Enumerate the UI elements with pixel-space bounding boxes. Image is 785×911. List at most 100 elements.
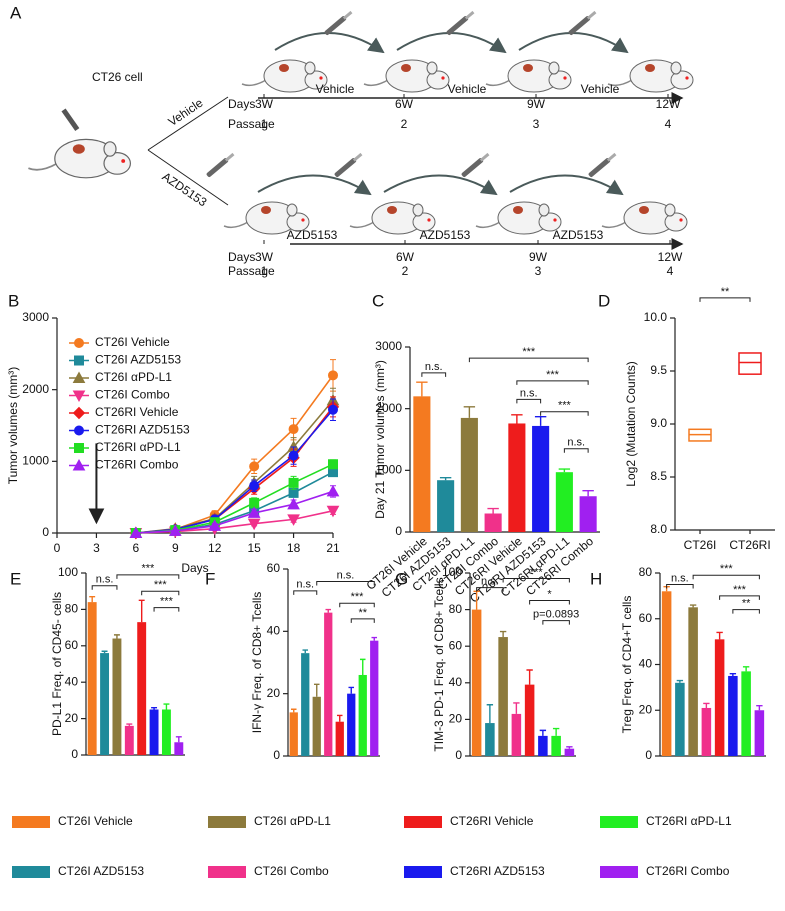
legend-marker bbox=[74, 338, 84, 348]
error-bar bbox=[416, 381, 428, 397]
bar bbox=[370, 640, 379, 756]
step-label: AZD5153 bbox=[553, 228, 604, 242]
significance-label: *** bbox=[351, 591, 365, 603]
step-label: Vehicle bbox=[581, 82, 620, 96]
transfer-arrow bbox=[396, 32, 507, 54]
y-tick-label: 0 bbox=[71, 747, 78, 761]
bar bbox=[675, 682, 685, 756]
significance-label: n.s. bbox=[337, 569, 355, 581]
data-point bbox=[328, 459, 338, 470]
significance-bracket bbox=[666, 583, 694, 589]
panel-letter: G bbox=[395, 569, 408, 588]
x-tick-label: 18 bbox=[287, 541, 301, 555]
y-axis-label: TIM-3 PD-1 Freq. of CD8+ Tcells bbox=[432, 577, 446, 751]
bar bbox=[301, 653, 310, 756]
significance-label: p=0.0893 bbox=[533, 608, 579, 620]
data-point bbox=[168, 524, 182, 536]
y-tick-label: 2000 bbox=[22, 382, 49, 396]
vehicle-arm bbox=[242, 11, 693, 104]
y-tick-label: 3000 bbox=[375, 339, 402, 353]
mouse bbox=[602, 202, 687, 234]
error-bar bbox=[756, 704, 763, 711]
legend-label: CT26I Vehicle bbox=[95, 335, 170, 349]
error-bar bbox=[676, 679, 684, 683]
data-point bbox=[208, 519, 222, 531]
bar bbox=[87, 602, 97, 755]
mouse bbox=[476, 202, 561, 234]
scalpel bbox=[568, 11, 597, 36]
passage: 3 bbox=[535, 264, 542, 278]
y-tick-label: 0 bbox=[395, 524, 402, 538]
error-bar bbox=[486, 704, 494, 724]
error-bar bbox=[463, 406, 476, 418]
y-tick-label: 80 bbox=[639, 565, 653, 579]
legend-label: CT26RI αPD-L1 bbox=[646, 814, 732, 828]
significance-bracket bbox=[692, 574, 760, 580]
legend-swatch bbox=[12, 866, 50, 878]
error-bar bbox=[499, 630, 507, 638]
legend-swatch bbox=[208, 816, 246, 828]
legend-marker bbox=[74, 355, 84, 366]
legend-swatch bbox=[404, 866, 442, 878]
passage: 3 bbox=[533, 117, 540, 131]
y-axis-label: Tumor volumes (mm³) bbox=[6, 367, 20, 485]
bar bbox=[437, 480, 455, 532]
significance-label: n.s. bbox=[296, 579, 314, 591]
chart-bar: C Day 21 Tumor volumes (mm³) 0 1000 2000 3000… bbox=[364, 291, 600, 606]
significance-label: ** bbox=[358, 607, 367, 619]
significance-bracket bbox=[153, 607, 180, 612]
significance-bracket bbox=[293, 590, 318, 595]
error-bar bbox=[113, 634, 120, 639]
step-label: Vehicle bbox=[316, 82, 355, 96]
x-tick-label: 15 bbox=[247, 541, 261, 555]
cell-label: CT26 cell bbox=[92, 70, 143, 84]
passage: 4 bbox=[667, 264, 674, 278]
passage: 1 bbox=[261, 117, 268, 131]
error-bar bbox=[325, 608, 332, 613]
legend-swatch bbox=[600, 866, 638, 878]
significance-bracket bbox=[316, 580, 375, 586]
y-tick-label: 60 bbox=[65, 638, 79, 652]
significance-bracket bbox=[529, 599, 570, 605]
panel-letter: C bbox=[372, 291, 384, 310]
scalpel bbox=[206, 153, 235, 178]
error-bar bbox=[359, 658, 366, 675]
legend-swatch bbox=[600, 816, 638, 828]
legend-marker bbox=[72, 458, 86, 471]
scalpel bbox=[588, 153, 617, 178]
y-tick-label: 80 bbox=[449, 602, 463, 616]
significance-label: ** bbox=[721, 286, 730, 298]
data-point bbox=[247, 518, 261, 531]
scalpel bbox=[334, 153, 363, 178]
error-bar bbox=[175, 736, 182, 743]
chart-line: B Tumor volumes (mm³) 0 1000 2000 3000 0 3 6 9 12 1… bbox=[6, 291, 340, 575]
day: 3W bbox=[255, 97, 274, 111]
significance-label: n.s. bbox=[96, 574, 114, 586]
error-bar bbox=[742, 666, 750, 672]
bar bbox=[324, 612, 333, 756]
bar bbox=[741, 671, 751, 756]
chart-box: D Log2 (Mutation Counts) 8.0 8.5 9.0 9.5 10.0 C… bbox=[598, 286, 775, 552]
bar bbox=[508, 423, 526, 532]
error-bar bbox=[558, 468, 571, 473]
data-point bbox=[287, 497, 300, 510]
legend-label: CT26RI AZD5153 bbox=[95, 423, 190, 437]
bar bbox=[532, 425, 550, 532]
mouse bbox=[364, 60, 449, 92]
legend-swatch bbox=[404, 816, 442, 828]
bar bbox=[460, 417, 478, 532]
bar bbox=[312, 696, 321, 756]
bar bbox=[511, 713, 522, 756]
day: 6W bbox=[395, 97, 414, 111]
error-bar bbox=[511, 414, 523, 424]
legend-label: CT26RI αPD-L1 bbox=[95, 440, 181, 454]
y-tick-label: 20 bbox=[65, 711, 79, 725]
x-tick-label: CT26I bbox=[684, 538, 717, 552]
y-tick-label: 0 bbox=[42, 525, 49, 539]
bar bbox=[551, 735, 561, 756]
y-tick-label: 40 bbox=[267, 624, 281, 638]
azd-arm bbox=[206, 153, 687, 250]
legend-label: CT26I αPD-L1 bbox=[95, 370, 172, 384]
